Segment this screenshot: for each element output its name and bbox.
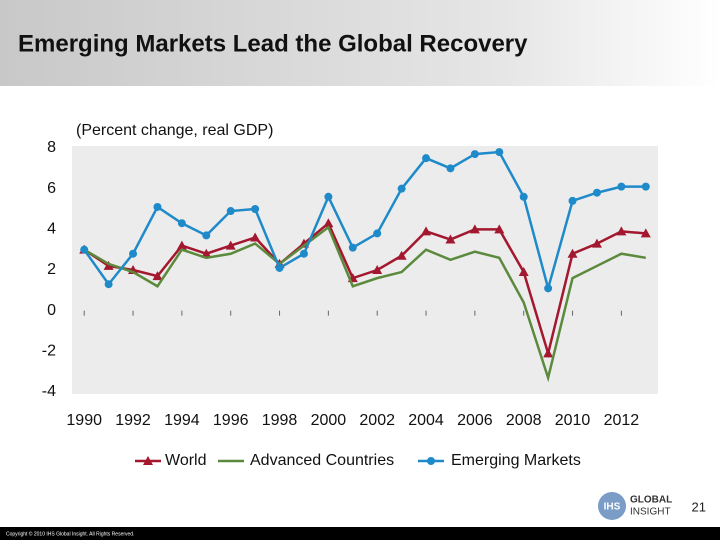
- data-point: [396, 250, 407, 260]
- data-point: [177, 219, 186, 228]
- data-point: [251, 205, 260, 213]
- series-line: [83, 221, 646, 359]
- data-point: [519, 192, 528, 201]
- chart-title: Emerging Markets Lead the Global Recover…: [18, 30, 528, 57]
- x-tick-label: 1992: [115, 412, 151, 429]
- data-point: [153, 202, 162, 211]
- data-point: [226, 207, 235, 216]
- x-tick-label: 1994: [164, 412, 200, 429]
- page-number: 21: [692, 499, 706, 514]
- data-point: [372, 265, 383, 274]
- y-tick-label: 0: [47, 302, 56, 319]
- data-point: [225, 240, 236, 250]
- y-tick-label: -4: [42, 383, 56, 400]
- plot-area: [72, 146, 658, 394]
- data-point: [275, 263, 284, 272]
- data-point: [323, 218, 334, 228]
- data-point: [616, 226, 627, 236]
- data-point: [250, 232, 261, 242]
- copyright: Copyright © 2010 IHS Global Insight. All…: [6, 530, 134, 537]
- logo-text: GLOBAL: [630, 495, 672, 506]
- legend-label: Advanced Countries: [250, 452, 394, 469]
- data-point: [202, 231, 211, 240]
- data-point: [129, 249, 138, 258]
- data-point: [324, 192, 333, 201]
- data-point: [445, 234, 456, 244]
- data-point: [201, 248, 212, 258]
- data-point: [567, 248, 578, 258]
- series-line: [83, 150, 646, 294]
- legend-marker: [143, 456, 153, 465]
- logo-text: INSIGHT: [630, 507, 671, 518]
- data-point: [518, 267, 529, 277]
- logo-mark: IHS: [604, 502, 621, 513]
- y-tick-label: -2: [42, 343, 56, 360]
- data-point: [397, 184, 406, 193]
- legend-label: World: [165, 452, 207, 469]
- data-point: [104, 280, 113, 289]
- x-tick-label: 2000: [311, 412, 347, 429]
- legend-marker: [427, 457, 435, 465]
- data-point: [470, 150, 479, 159]
- data-point: [543, 348, 554, 358]
- data-point: [80, 245, 89, 254]
- y-tick-label: 6: [47, 180, 56, 197]
- plot: -4 -2 0 2 4 6 8 1990 1992 1994 1996 1998 2000 2002 200…: [42, 139, 651, 469]
- logo-circle: [598, 492, 626, 520]
- y-tick-label: 8: [47, 139, 56, 156]
- data-point: [103, 260, 114, 270]
- data-point: [495, 148, 504, 157]
- data-point: [176, 240, 187, 250]
- data-point: [544, 284, 553, 293]
- data-point: [568, 196, 577, 205]
- data-point: [299, 249, 308, 258]
- data-point: [494, 224, 505, 234]
- x-tick-label: 1996: [213, 412, 249, 429]
- data-point: [152, 271, 163, 281]
- footer-bar: [0, 527, 720, 540]
- x-tick-label: 1998: [262, 412, 298, 429]
- data-point: [640, 228, 651, 238]
- x-tick-label: 2008: [506, 412, 542, 429]
- data-point: [373, 229, 382, 238]
- x-tick-label: 2002: [359, 412, 395, 429]
- data-point: [421, 226, 432, 236]
- y-tick-label: 4: [47, 221, 56, 238]
- y-tick-label: 2: [47, 261, 56, 278]
- x-tick-label: 2012: [604, 412, 640, 429]
- data-point: [592, 188, 601, 197]
- legend-label: Emerging Markets: [451, 452, 581, 469]
- data-point: [446, 164, 455, 173]
- data-point: [422, 154, 431, 163]
- title-bar: [0, 0, 720, 86]
- data-point: [469, 224, 480, 234]
- series-line: [83, 225, 646, 383]
- data-point: [348, 243, 357, 252]
- x-tick-label: 2006: [457, 412, 493, 429]
- data-point: [591, 238, 602, 248]
- x-tick-label: 2004: [408, 412, 444, 429]
- x-tick-label: 2010: [555, 412, 591, 429]
- data-point: [617, 182, 626, 191]
- data-point: [641, 182, 650, 191]
- x-tick-label: 1990: [66, 412, 102, 429]
- chart-subtitle: (Percent change, real GDP): [76, 122, 273, 139]
